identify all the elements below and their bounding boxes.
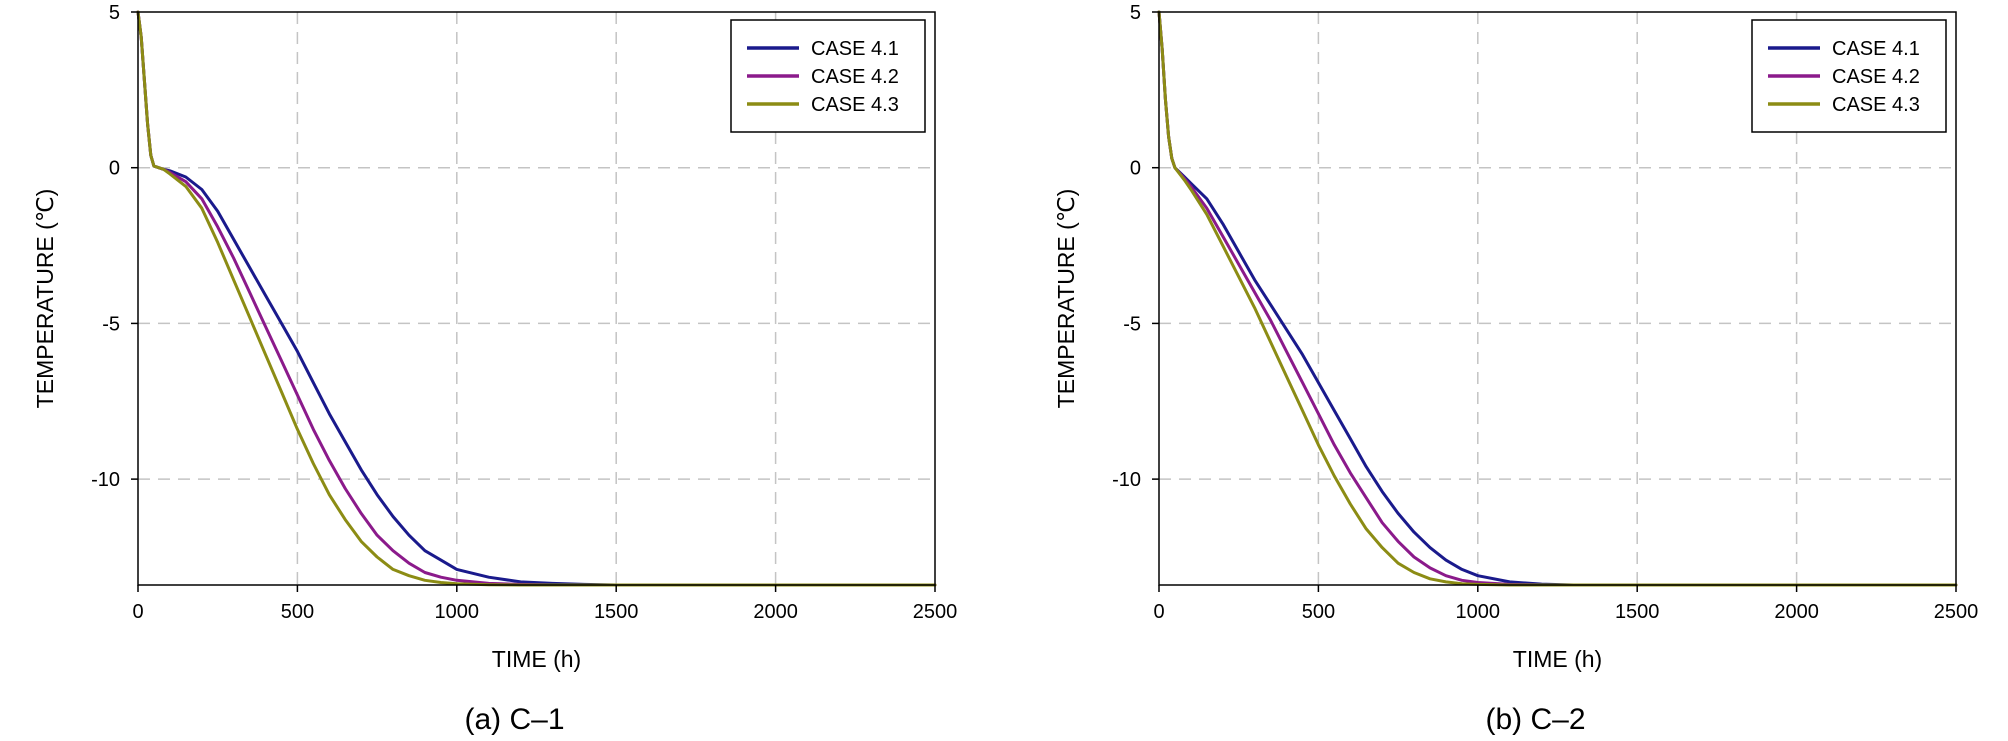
x-tick-label: 2000	[753, 601, 798, 623]
series-line-case-4-1	[1157, 10, 1687, 587]
legend-label: CASE 4.3	[1832, 94, 1920, 116]
chart-b-svg: 0 500 1000 1500 2000 2500 5 0 -5 -10 TIME (h) TEMPE…	[1053, 2, 1979, 736]
x-tick-label: 1500	[594, 601, 639, 623]
series-line-case-4-1	[136, 10, 656, 587]
legend-label: CASE 4.1	[1832, 38, 1920, 60]
legend: CASE 4.1 CASE 4.2 CASE 4.3	[730, 19, 926, 133]
chart-caption: (b) C–2	[1485, 703, 1585, 736]
x-tick-label: 500	[281, 601, 314, 623]
chart-caption: (a) C–1	[464, 703, 564, 736]
gridlines	[1159, 12, 1956, 585]
legend-label: CASE 4.2	[811, 66, 899, 88]
legend-label: CASE 4.2	[1832, 66, 1920, 88]
x-tick-label: 1000	[1456, 601, 1501, 623]
x-tick-label: 2500	[1934, 601, 1979, 623]
y-tick-label: 5	[1130, 2, 1141, 24]
legend-label: CASE 4.1	[811, 38, 899, 60]
plot-frame	[1158, 11, 1957, 586]
gridlines	[138, 12, 935, 585]
y-tick-label: -5	[1123, 313, 1141, 335]
chart-panel-b: 0 500 1000 1500 2000 2500 5 0 -5 -10 TIME (h) TEMPE…	[1024, 0, 2008, 741]
y-tick-label: -5	[102, 313, 120, 335]
x-tick-label: 500	[1302, 601, 1335, 623]
legend: CASE 4.1 CASE 4.2 CASE 4.3	[1751, 19, 1947, 133]
x-tick-label: 2000	[1774, 601, 1819, 623]
y-axis-title: TEMPERATURE (℃)	[1053, 189, 1079, 409]
y-tick-label: 0	[109, 158, 120, 180]
legend-label: CASE 4.3	[811, 94, 899, 116]
x-tick-label: 2500	[913, 601, 958, 623]
x-tick-label: 0	[1153, 601, 1164, 623]
x-axis-title: TIME (h)	[1513, 646, 1602, 672]
y-tick-label: -10	[91, 469, 120, 491]
y-tick-label: 5	[109, 2, 120, 24]
x-tick-label: 0	[132, 601, 143, 623]
plot-frame	[137, 11, 936, 586]
x-tick-label: 1500	[1615, 601, 1660, 623]
x-tick-label: 1000	[435, 601, 480, 623]
y-axis-title: TEMPERATURE (℃)	[32, 189, 58, 409]
chart-a-svg: 0 500 1000 1500 2000 2500 5 0 -5 -10 TIME (h) TEMPE…	[32, 2, 958, 736]
y-tick-label: 0	[1130, 158, 1141, 180]
y-tick-label: -10	[1112, 469, 1141, 491]
x-axis-title: TIME (h)	[492, 646, 581, 672]
chart-panel-a: 0 500 1000 1500 2000 2500 5 0 -5 -10 TIME (h) TEMPE…	[0, 0, 1000, 741]
